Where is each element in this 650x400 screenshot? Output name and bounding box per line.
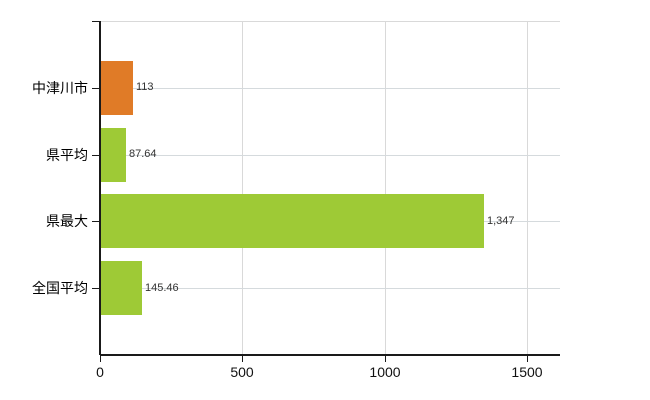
x-tick-label: 1500 bbox=[511, 364, 543, 380]
row-center-gridline bbox=[100, 288, 560, 289]
category-label: 県平均 bbox=[46, 147, 88, 163]
y-axis-line bbox=[99, 21, 101, 355]
x-tick-label: 0 bbox=[96, 364, 104, 380]
x-axis-tick bbox=[527, 356, 528, 362]
vertical-gridline bbox=[242, 21, 243, 355]
x-axis-tick bbox=[242, 356, 243, 362]
category-label: 県最大 bbox=[46, 213, 88, 229]
x-axis-tick bbox=[100, 356, 101, 362]
y-axis-top-tick bbox=[92, 21, 100, 22]
value-label: 113 bbox=[136, 81, 154, 93]
value-label: 145.46 bbox=[145, 282, 179, 294]
y-axis-tick bbox=[92, 288, 100, 289]
bar-4 bbox=[101, 261, 142, 315]
bar-1 bbox=[101, 61, 133, 115]
plot-top-border bbox=[100, 21, 560, 22]
x-tick-label: 500 bbox=[230, 364, 254, 380]
vertical-gridline bbox=[385, 21, 386, 355]
category-label: 中津川市 bbox=[32, 80, 88, 96]
row-center-gridline bbox=[100, 88, 560, 89]
value-label: 1,347 bbox=[487, 215, 515, 227]
y-axis-tick bbox=[92, 88, 100, 89]
x-axis-tick bbox=[385, 356, 386, 362]
category-label: 全国平均 bbox=[32, 280, 88, 296]
y-axis-tick bbox=[92, 155, 100, 156]
vertical-gridline bbox=[527, 21, 528, 355]
x-tick-label: 1000 bbox=[369, 364, 401, 380]
y-axis-tick bbox=[92, 221, 100, 222]
bar-3 bbox=[101, 194, 484, 248]
row-center-gridline bbox=[100, 155, 560, 156]
bar-2 bbox=[101, 128, 126, 182]
x-axis-line bbox=[100, 354, 560, 356]
value-label: 87.64 bbox=[129, 148, 157, 160]
